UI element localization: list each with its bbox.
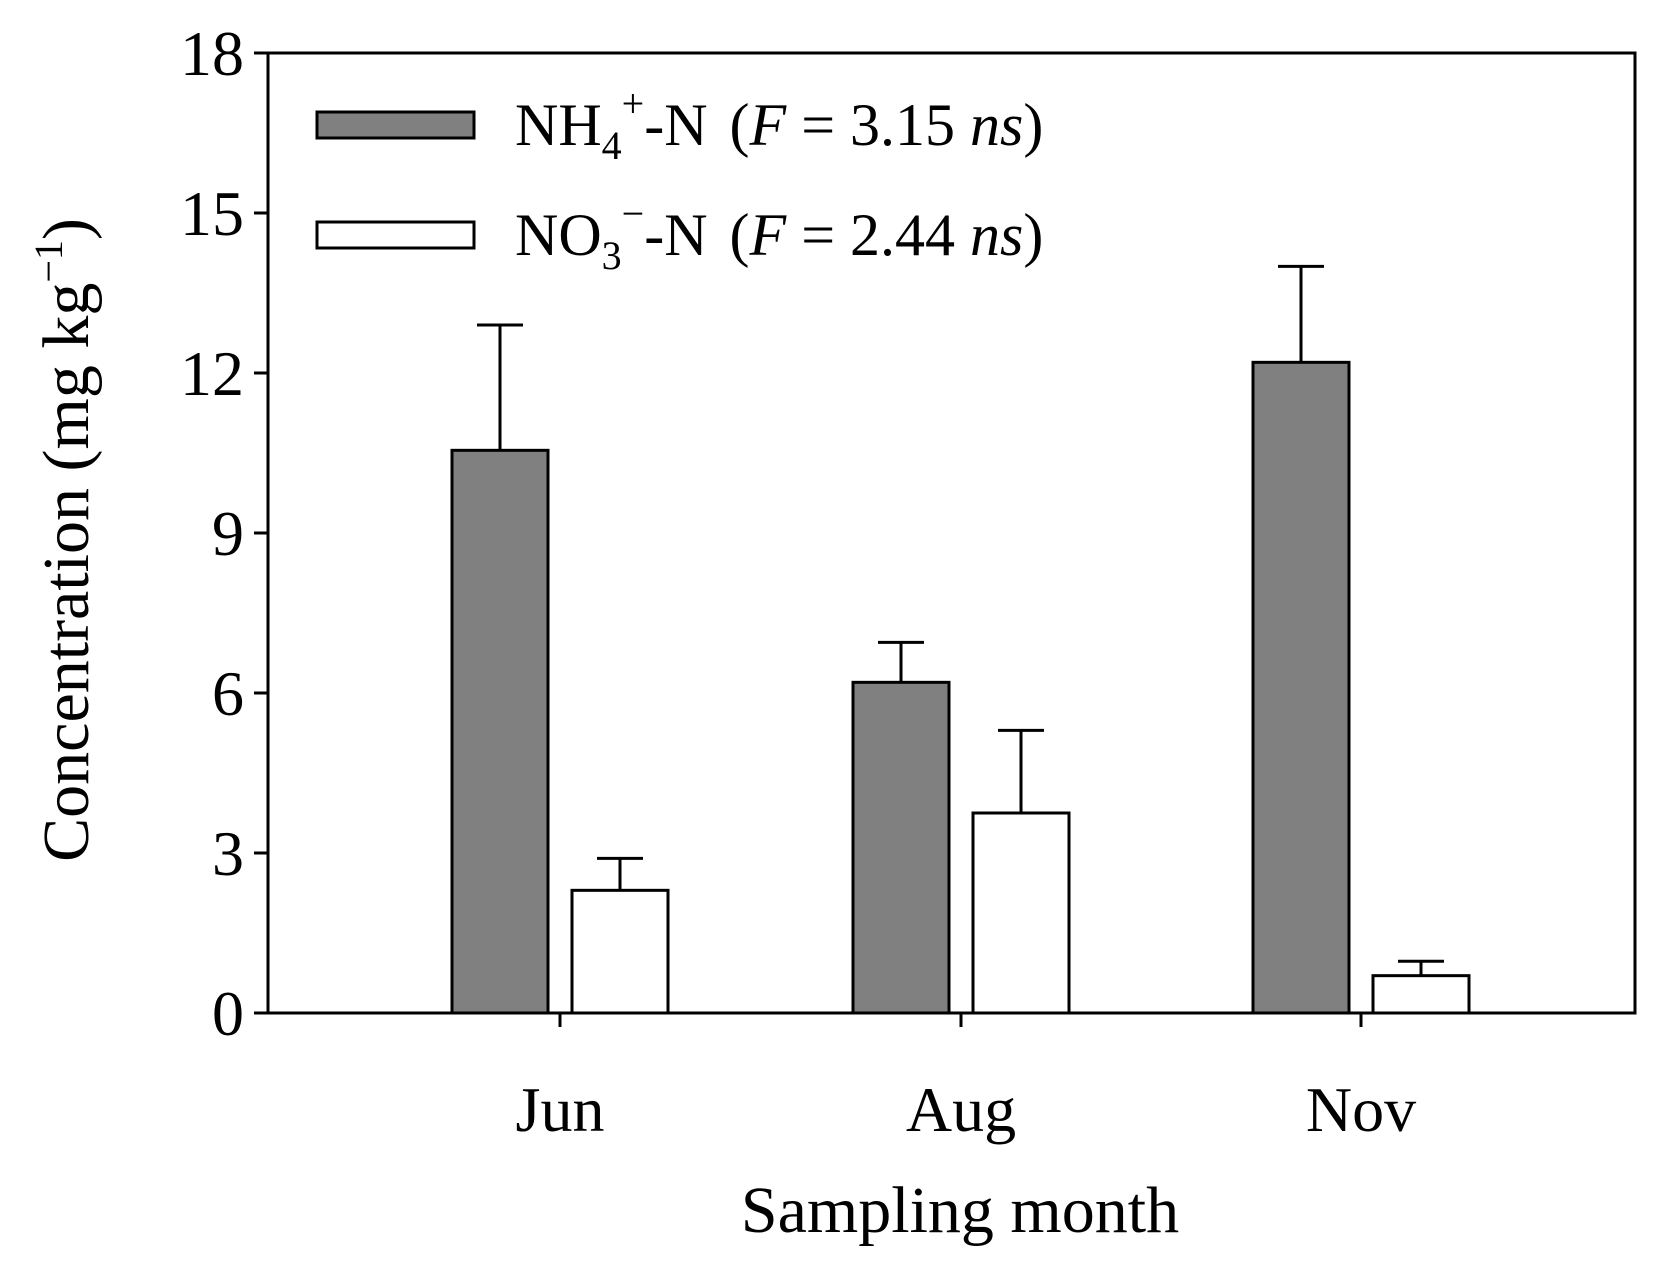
- legend-label-nh4: NH4+-N (F = 3.15 ns): [515, 81, 1043, 168]
- y-axis-title-close: ): [30, 218, 103, 240]
- legend: NH4+-N (F = 3.15 ns) NO3−-N (F = 2.44 ns): [315, 81, 1043, 278]
- y-tick-label: 18: [180, 18, 244, 89]
- x-tick-label-jun: Jun: [516, 1074, 605, 1145]
- bar-no3-nov: [1371, 974, 1471, 1015]
- bar-nh4-aug: [851, 680, 951, 1015]
- y-tick-label: 12: [180, 338, 244, 409]
- y-tick-label: 15: [180, 178, 244, 249]
- y-axis-title-main: Concentration (mg kg: [30, 283, 103, 862]
- legend-swatch-no3: [315, 220, 476, 250]
- x-tick-label-aug: Aug: [906, 1074, 1016, 1145]
- bar-no3-jun: [570, 888, 670, 1015]
- bar-nh4-jun: [450, 448, 550, 1015]
- y-axis-title: Concentration (mg kg−1): [26, 218, 103, 862]
- x-tick-label-nov: Nov: [1306, 1074, 1416, 1145]
- y-axis-title-exponent: −1: [26, 240, 71, 283]
- x-axis-title: Sampling month: [741, 1174, 1179, 1247]
- y-tick-label: 6: [212, 658, 244, 729]
- legend-swatch-nh4: [315, 110, 476, 140]
- y-tick-label: 3: [212, 818, 244, 889]
- y-axis: 0 3 6 9 12 15 18: [180, 18, 268, 1049]
- y-tick-label: 9: [212, 498, 244, 569]
- x-axis: Jun Aug Nov: [516, 1013, 1416, 1145]
- bar-no3-aug: [971, 811, 1071, 1015]
- y-tick-label: 0: [212, 978, 244, 1049]
- bar-nh4-nov: [1251, 360, 1351, 1015]
- bars-group: [450, 264, 1471, 1015]
- legend-label-no3: NO3−-N (F = 2.44 ns): [515, 191, 1043, 278]
